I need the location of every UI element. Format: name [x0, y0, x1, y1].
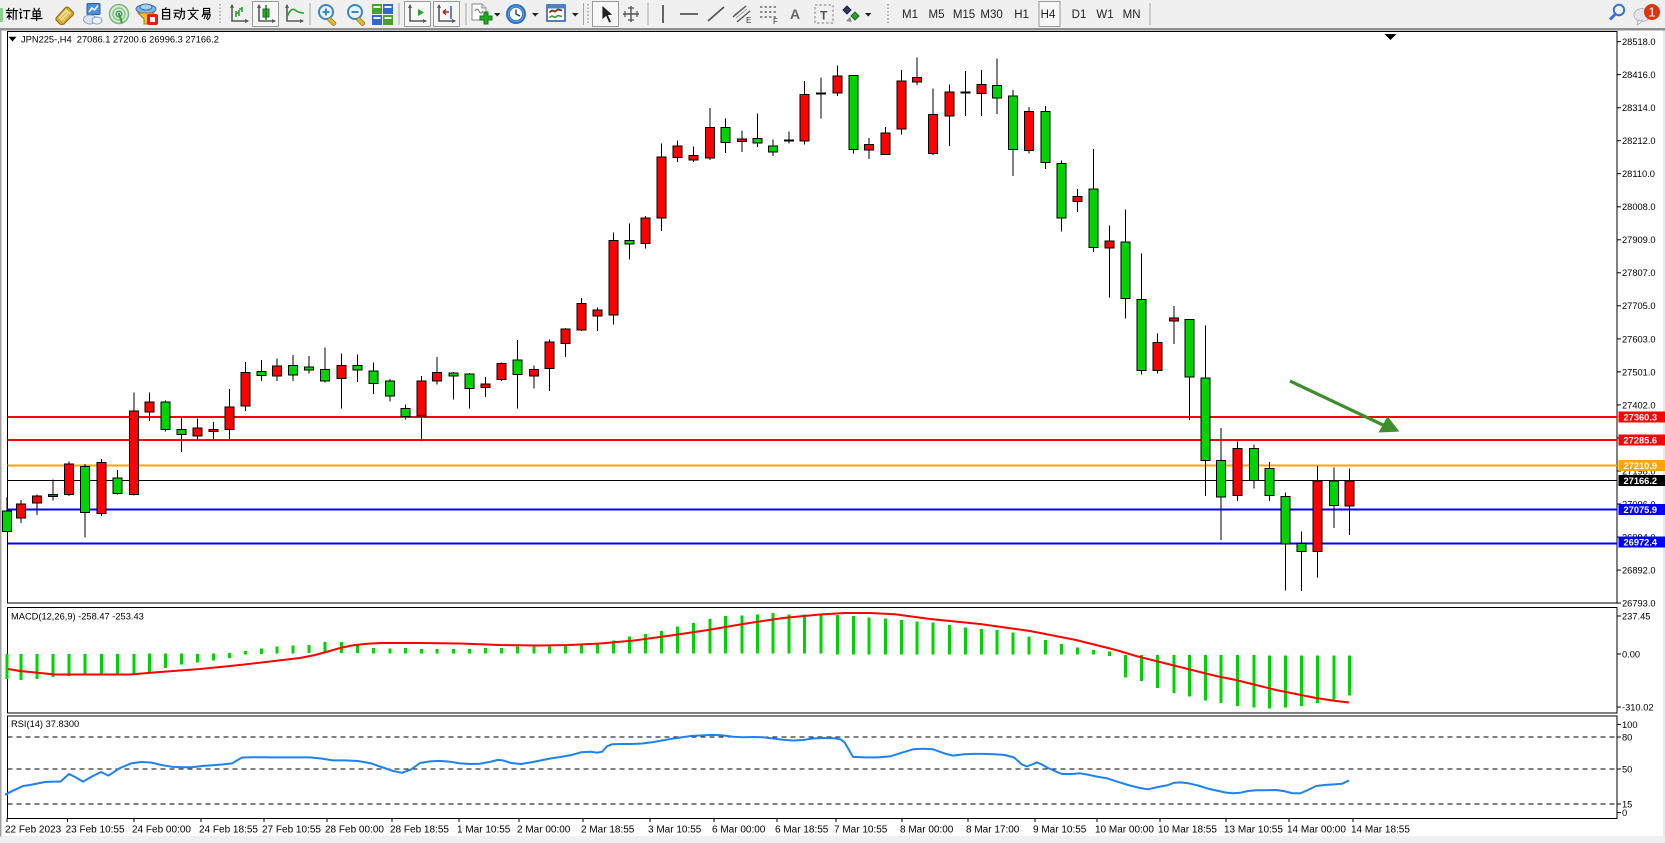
svg-text:M5: M5: [929, 9, 945, 21]
svg-text:M15: M15: [953, 9, 975, 21]
svg-text:100: 100: [1622, 720, 1638, 730]
svg-text:26892.0: 26892.0: [1622, 566, 1656, 576]
svg-text:10 Mar 00:00: 10 Mar 00:00: [1095, 825, 1154, 836]
svg-text:3 Mar 10:55: 3 Mar 10:55: [648, 825, 702, 836]
svg-text:27909.0: 27909.0: [1622, 235, 1656, 245]
svg-text:D1: D1: [1072, 9, 1087, 21]
svg-text:26793.0: 26793.0: [1622, 599, 1656, 609]
svg-text:A: A: [790, 6, 800, 22]
svg-text:6 Mar 18:55: 6 Mar 18:55: [775, 825, 829, 836]
svg-text:H4: H4: [1041, 9, 1056, 21]
svg-text:MN: MN: [1123, 9, 1141, 21]
svg-text:8 Mar 00:00: 8 Mar 00:00: [900, 825, 954, 836]
svg-text:50: 50: [1622, 764, 1632, 774]
svg-text:14 Mar 00:00: 14 Mar 00:00: [1287, 825, 1346, 836]
svg-text:28518.0: 28518.0: [1622, 37, 1656, 47]
svg-text:M30: M30: [980, 9, 1002, 21]
svg-text:T: T: [820, 9, 828, 23]
svg-text:2 Mar 18:55: 2 Mar 18:55: [581, 825, 635, 836]
svg-text:27807.0: 27807.0: [1622, 268, 1656, 278]
svg-text:13 Mar 10:55: 13 Mar 10:55: [1224, 825, 1283, 836]
svg-text:27285.6: 27285.6: [1624, 436, 1658, 446]
svg-text:-310.02: -310.02: [1622, 702, 1654, 712]
svg-text:10 Mar 18:55: 10 Mar 18:55: [1158, 825, 1217, 836]
svg-text:9 Mar 10:55: 9 Mar 10:55: [1033, 825, 1087, 836]
svg-text:26972.4: 26972.4: [1624, 538, 1658, 548]
svg-text:28110.0: 28110.0: [1622, 169, 1655, 179]
svg-text:28416.0: 28416.0: [1622, 70, 1656, 80]
svg-text:MACD(12,26,9) -258.47 -253.43: MACD(12,26,9) -258.47 -253.43: [11, 612, 144, 622]
svg-text:6 Mar 00:00: 6 Mar 00:00: [712, 825, 766, 836]
svg-text:27360.3: 27360.3: [1624, 413, 1658, 423]
svg-text:24 Feb 00:00: 24 Feb 00:00: [132, 825, 191, 836]
svg-text:JPN225-,H4 27086.1 27200.6 26: JPN225-,H4 27086.1 27200.6 26996.3 27166…: [21, 35, 219, 45]
svg-text:27705.0: 27705.0: [1622, 301, 1656, 311]
svg-text:237.45: 237.45: [1622, 611, 1650, 621]
svg-text:28314.0: 28314.0: [1622, 103, 1656, 113]
svg-text:1: 1: [1648, 5, 1655, 20]
svg-text:27166.2: 27166.2: [1624, 476, 1658, 486]
svg-text:80: 80: [1622, 732, 1632, 742]
svg-text:27198.0: 27198.0: [1622, 466, 1656, 476]
svg-text:15: 15: [1622, 799, 1632, 809]
svg-text:28008.0: 28008.0: [1622, 202, 1656, 212]
svg-text:2 Mar 00:00: 2 Mar 00:00: [517, 825, 571, 836]
svg-text:M1: M1: [902, 9, 918, 21]
svg-text:23 Feb 10:55: 23 Feb 10:55: [66, 825, 125, 836]
svg-text:22 Feb 2023: 22 Feb 2023: [5, 825, 62, 836]
svg-text:0.00: 0.00: [1622, 649, 1640, 659]
svg-text:27075.9: 27075.9: [1624, 505, 1658, 515]
svg-text:27402.0: 27402.0: [1622, 400, 1656, 410]
svg-text:W1: W1: [1096, 9, 1113, 21]
svg-text:28 Feb 00:00: 28 Feb 00:00: [325, 825, 384, 836]
svg-text:27501.0: 27501.0: [1622, 367, 1656, 377]
svg-text:24 Feb 18:55: 24 Feb 18:55: [199, 825, 258, 836]
svg-text:F: F: [773, 17, 778, 26]
svg-text:27 Feb 10:55: 27 Feb 10:55: [262, 825, 321, 836]
svg-text:H1: H1: [1014, 9, 1029, 21]
svg-text:28 Feb 18:55: 28 Feb 18:55: [390, 825, 449, 836]
svg-text:7 Mar 10:55: 7 Mar 10:55: [834, 825, 888, 836]
svg-text:27210.9: 27210.9: [1624, 461, 1658, 471]
svg-text:1 Mar 10:55: 1 Mar 10:55: [457, 825, 511, 836]
svg-text:27603.0: 27603.0: [1622, 334, 1656, 344]
svg-text:8 Mar 17:00: 8 Mar 17:00: [966, 825, 1020, 836]
svg-text:28212.0: 28212.0: [1622, 136, 1656, 146]
svg-text:RSI(14) 37.8300: RSI(14) 37.8300: [11, 719, 79, 729]
svg-text:14 Mar 18:55: 14 Mar 18:55: [1351, 825, 1410, 836]
svg-text:0: 0: [1622, 808, 1627, 818]
svg-text:E: E: [746, 16, 751, 25]
